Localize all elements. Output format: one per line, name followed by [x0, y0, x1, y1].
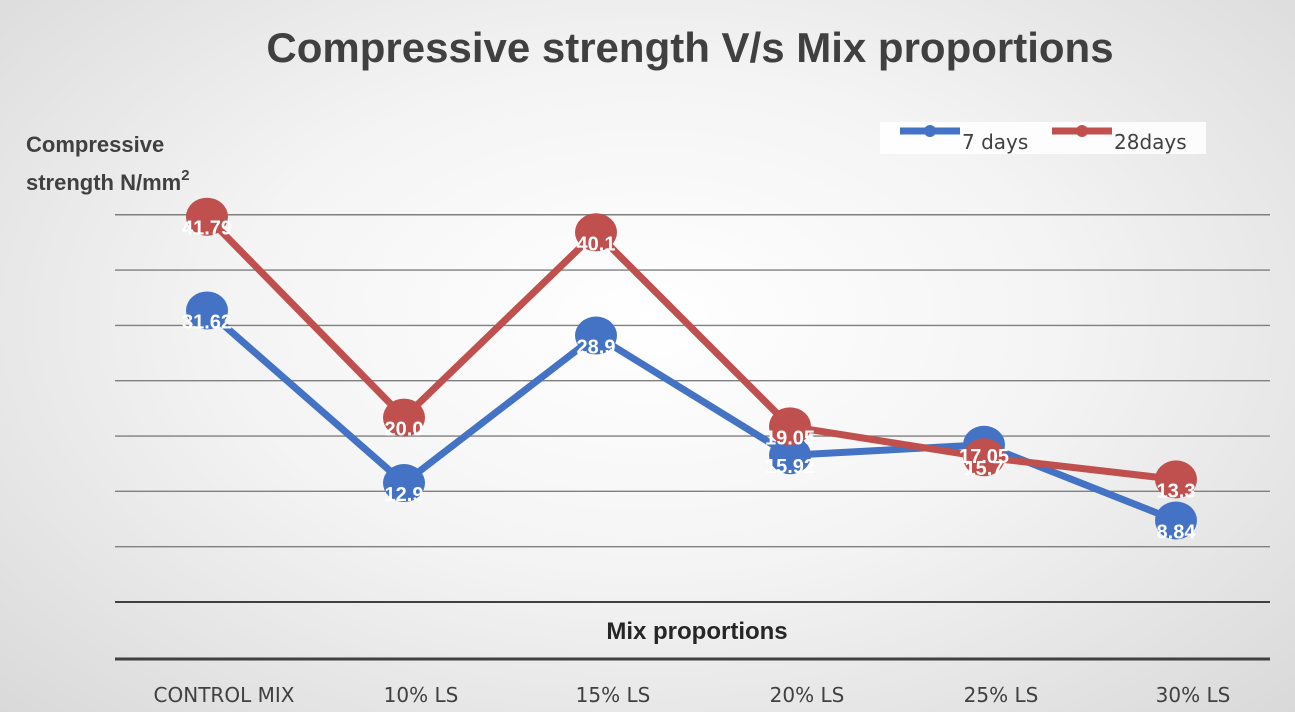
data-point-7days: [1155, 501, 1197, 540]
data-label-28days: 41.79: [182, 218, 232, 240]
data-label-28days: 40.1: [577, 233, 616, 255]
x-tick-label: CONTROL MIX: [154, 683, 295, 707]
data-label-7days: 12.9: [385, 484, 424, 506]
data-point-28days: [383, 398, 425, 437]
chart-title: Compressive strength V/s Mix proportions: [266, 24, 1113, 71]
data-label-28days: 20.0: [385, 419, 424, 441]
legend-marker-28days: [1076, 125, 1088, 137]
data-label-28days: 19.05: [765, 427, 815, 449]
y-axis-label-line2: strength N/mm: [26, 170, 181, 195]
x-tick-label: 30% LS: [1156, 683, 1231, 707]
data-point-28days: [769, 407, 811, 446]
x-tick-label: 10% LS: [384, 683, 459, 707]
legend-marker-7days: [924, 125, 936, 137]
data-labels: 31.62 12.9 28.9 15.92 17.05 8.84 41.79 20.0 40.1…: [182, 218, 1196, 544]
data-point-7days: [383, 464, 425, 503]
data-point-28days: [963, 438, 1005, 477]
data-point-7days: [769, 436, 811, 475]
legend-label-28days: 28days: [1114, 130, 1187, 154]
data-label-7days: 15.92: [765, 456, 815, 478]
points-layer: [186, 197, 1197, 540]
legend-label-7days: 7 days: [962, 130, 1028, 154]
data-label-28days: 15.7: [965, 458, 1004, 480]
gridlines: [115, 214, 1270, 661]
data-point-28days: [575, 213, 617, 252]
series-line-7days: [203, 307, 1180, 524]
data-label-28days: 13.3: [1157, 480, 1196, 502]
x-tick-label: 15% LS: [576, 683, 651, 707]
y-axis-label-superscript: 2: [181, 167, 189, 184]
data-label-7days: 8.84: [1157, 521, 1197, 543]
y-axis-label: Compressive strength N/mm2: [26, 132, 190, 195]
data-point-7days: [575, 316, 617, 355]
data-point-28days: [1155, 460, 1197, 499]
x-tick-label: 20% LS: [770, 683, 845, 707]
x-axis-label: Mix proportions: [606, 618, 787, 645]
data-point-7days: [186, 291, 228, 330]
series-layer: [203, 213, 1180, 524]
series-line-28days: [203, 213, 1180, 483]
legend: 7 days 28days: [880, 122, 1206, 154]
data-label-7days: 28.9: [577, 337, 616, 359]
data-label-7days: 31.62: [182, 311, 232, 333]
y-axis-label-line1: Compressive: [26, 132, 164, 157]
x-tick-labels: CONTROL MIX 10% LS 15% LS 20% LS 25% LS 30% L…: [154, 683, 1231, 707]
x-tick-label: 25% LS: [964, 683, 1039, 707]
data-label-7days: 17.05: [959, 446, 1009, 468]
data-point-28days: [186, 197, 228, 236]
